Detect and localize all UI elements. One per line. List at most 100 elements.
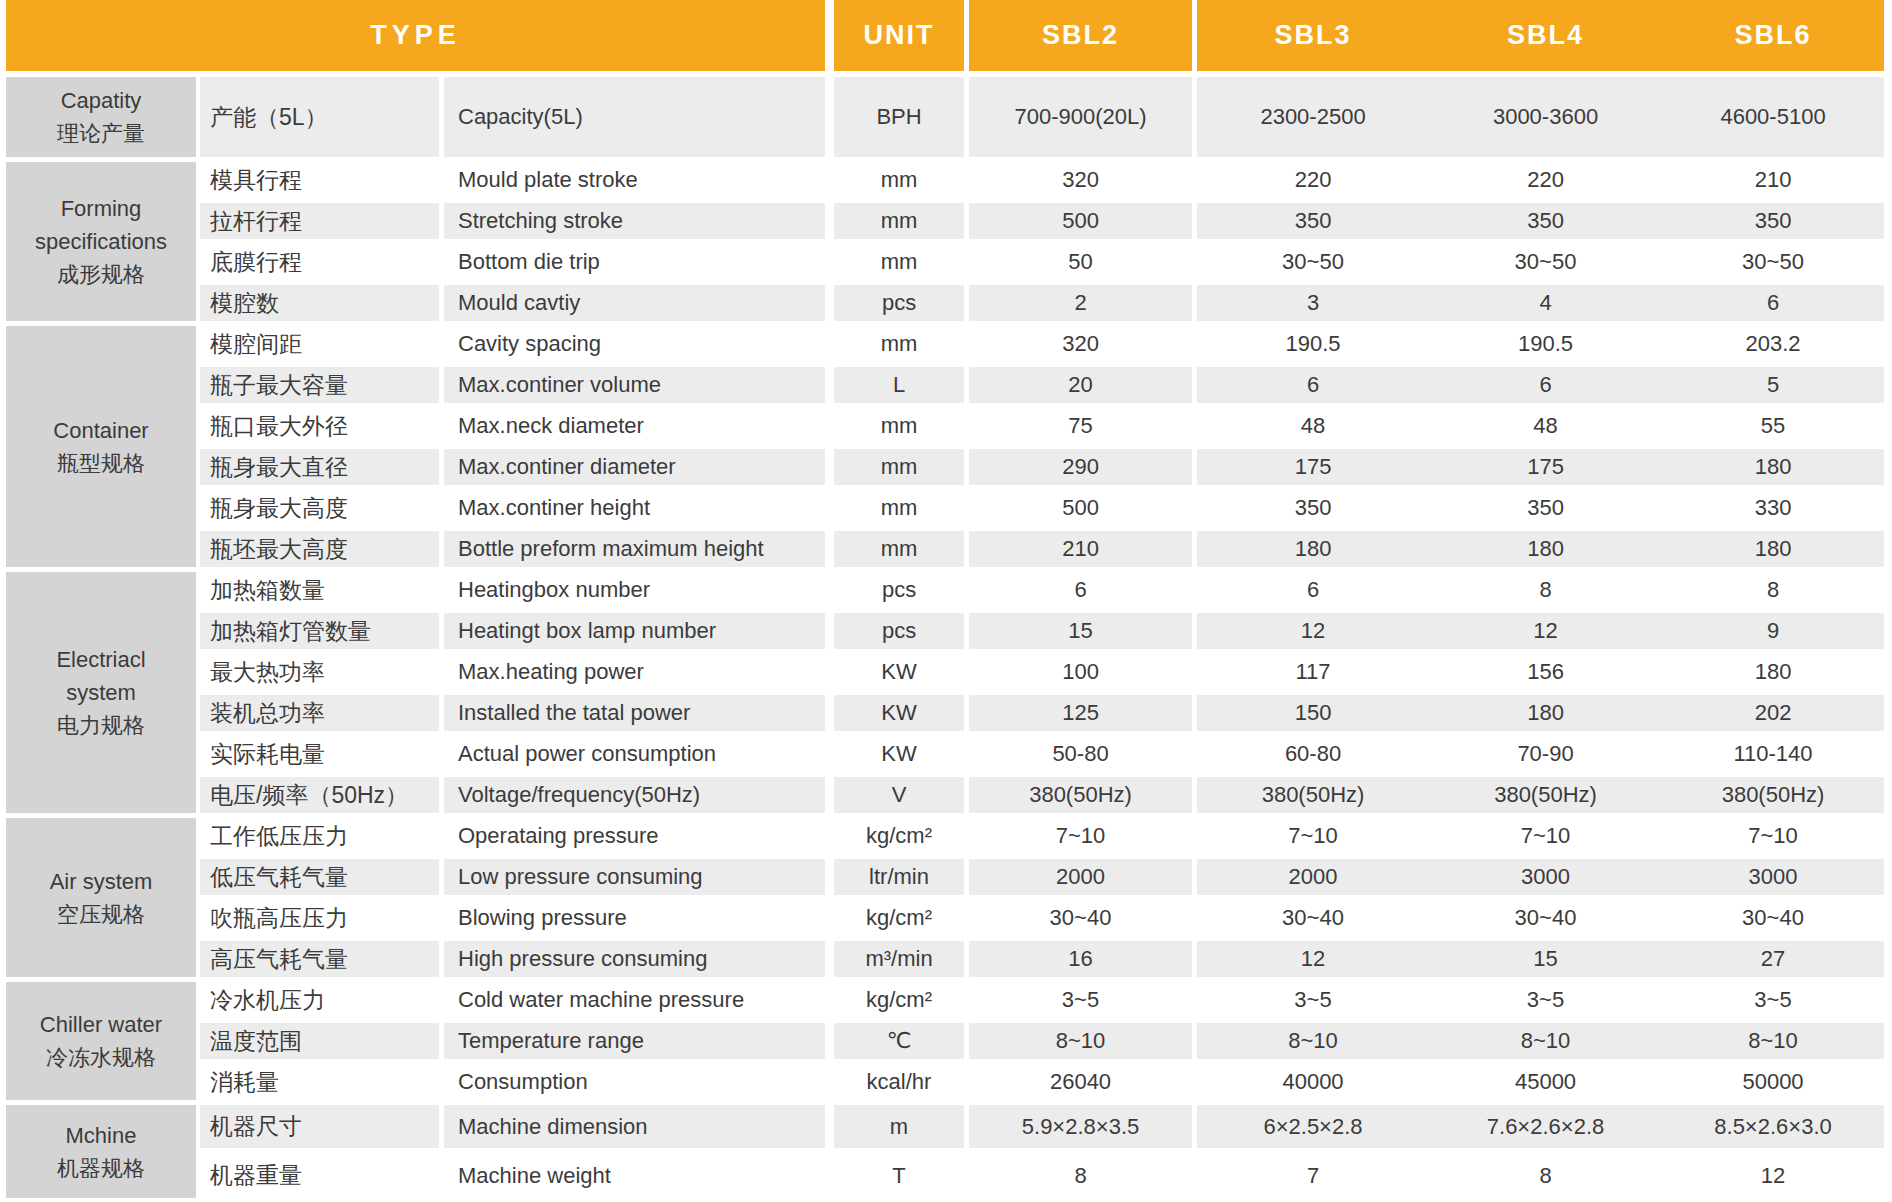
- value-cell-sbl2: 50-80: [969, 736, 1197, 777]
- unit-cell: V: [834, 777, 969, 818]
- table-row: 瓶坯最大高度Bottle preform maximum heightmm210…: [6, 531, 1884, 572]
- value-cell-sbl6: 330: [1662, 490, 1884, 531]
- english-label: Bottle preform maximum height: [444, 531, 834, 572]
- category-name-cn: 成形规格: [26, 258, 176, 291]
- table-row: 吹瓶高压压力Blowing pressurekg/cm²30~4030~4030…: [6, 900, 1884, 941]
- value-cell-sbl3: 6: [1197, 572, 1429, 613]
- category-name-cn: 冷冻水规格: [26, 1041, 176, 1074]
- value-cell-sbl6: 7~10: [1662, 818, 1884, 859]
- value-cell-sbl2: 2: [969, 285, 1197, 326]
- chinese-label: 高压气耗气量: [200, 941, 444, 982]
- english-label: Cold water machine pressure: [444, 982, 834, 1023]
- chinese-label: 底膜行程: [200, 244, 444, 285]
- chinese-label: 瓶身最大高度: [200, 490, 444, 531]
- unit-cell: mm: [834, 490, 969, 531]
- value-cell-sbl3: 380(50Hz): [1197, 777, 1429, 818]
- english-label: Blowing pressure: [444, 900, 834, 941]
- chinese-label: 机器尺寸: [200, 1105, 444, 1153]
- chinese-label: 产能（5L）: [200, 77, 444, 162]
- unit-cell: ℃: [834, 1023, 969, 1064]
- unit-cell: mm: [834, 203, 969, 244]
- table-row: 消耗量Consumptionkcal/hr2604040000450005000…: [6, 1064, 1884, 1105]
- chinese-label: 温度范围: [200, 1023, 444, 1064]
- table-row: 机器重量Machine weightT87812: [6, 1153, 1884, 1202]
- unit-cell: mm: [834, 326, 969, 367]
- table-row: 加热箱灯管数量Heatingt box lamp numberpcs151212…: [6, 613, 1884, 654]
- category-cell: Capatity理论产量: [6, 77, 200, 162]
- value-cell-sbl3: 350: [1197, 490, 1429, 531]
- value-cell-sbl4: 175: [1429, 449, 1662, 490]
- value-cell-sbl4: 30~50: [1429, 244, 1662, 285]
- value-cell-sbl6: 5: [1662, 367, 1884, 408]
- value-cell-sbl3: 2000: [1197, 859, 1429, 900]
- chinese-label: 模腔间距: [200, 326, 444, 367]
- value-cell-sbl2: 5.9×2.8×3.5: [969, 1105, 1197, 1153]
- unit-header: UNIT: [834, 0, 969, 77]
- unit-cell: mm: [834, 449, 969, 490]
- value-cell-sbl6: 8.5×2.6×3.0: [1662, 1105, 1884, 1153]
- value-cell-sbl2: 75: [969, 408, 1197, 449]
- value-cell-sbl4: 180: [1429, 531, 1662, 572]
- value-cell-sbl4: 7.6×2.6×2.8: [1429, 1105, 1662, 1153]
- table-row: Forming specifications成形规格模具行程Mould plat…: [6, 162, 1884, 203]
- chinese-label: 冷水机压力: [200, 982, 444, 1023]
- value-cell-sbl2: 20: [969, 367, 1197, 408]
- table-row: 装机总功率Installed the tatal powerKW12515018…: [6, 695, 1884, 736]
- unit-cell: mm: [834, 408, 969, 449]
- unit-cell: KW: [834, 654, 969, 695]
- chinese-label: 装机总功率: [200, 695, 444, 736]
- value-cell-sbl4: 30~40: [1429, 900, 1662, 941]
- chinese-label: 吹瓶高压压力: [200, 900, 444, 941]
- value-cell-sbl6: 210: [1662, 162, 1884, 203]
- value-cell-sbl6: 30~50: [1662, 244, 1884, 285]
- table-row: 实际耗电量Actual power consumptionKW50-8060-8…: [6, 736, 1884, 777]
- value-cell-sbl4: 180: [1429, 695, 1662, 736]
- chinese-label: 瓶子最大容量: [200, 367, 444, 408]
- english-label: Mould plate stroke: [444, 162, 834, 203]
- english-label: Mould cavtiy: [444, 285, 834, 326]
- english-label: Heatingt box lamp number: [444, 613, 834, 654]
- table-row: Container瓶型规格模腔间距Cavity spacingmm320190.…: [6, 326, 1884, 367]
- value-cell-sbl4: 350: [1429, 490, 1662, 531]
- unit-cell: pcs: [834, 613, 969, 654]
- category-name-en: Forming specifications: [26, 192, 176, 258]
- table-row: Mchine机器规格机器尺寸Machine dimensionm5.9×2.8×…: [6, 1105, 1884, 1153]
- value-cell-sbl6: 180: [1662, 449, 1884, 490]
- value-cell-sbl2: 320: [969, 162, 1197, 203]
- value-cell-sbl4: 3~5: [1429, 982, 1662, 1023]
- table-row: 温度范围Temperature range℃8~108~108~108~10: [6, 1023, 1884, 1064]
- table-row: 瓶子最大容量Max.continer volumeL20665: [6, 367, 1884, 408]
- category-cell: Chiller water冷冻水规格: [6, 982, 200, 1105]
- value-cell-sbl3: 2300-2500: [1197, 77, 1429, 162]
- english-label: Machine dimension: [444, 1105, 834, 1153]
- english-label: Consumption: [444, 1064, 834, 1105]
- unit-cell: pcs: [834, 285, 969, 326]
- chinese-label: 瓶身最大直径: [200, 449, 444, 490]
- value-cell-sbl3: 150: [1197, 695, 1429, 736]
- value-cell-sbl2: 8~10: [969, 1023, 1197, 1064]
- chinese-label: 加热箱数量: [200, 572, 444, 613]
- value-cell-sbl6: 27: [1662, 941, 1884, 982]
- value-cell-sbl4: 8: [1429, 572, 1662, 613]
- chinese-label: 消耗量: [200, 1064, 444, 1105]
- english-label: Max.continer height: [444, 490, 834, 531]
- value-cell-sbl6: 380(50Hz): [1662, 777, 1884, 818]
- value-cell-sbl3: 220: [1197, 162, 1429, 203]
- value-cell-sbl2: 100: [969, 654, 1197, 695]
- value-cell-sbl3: 350: [1197, 203, 1429, 244]
- category-name-en: Capatity: [26, 84, 176, 117]
- category-cell: Air system空压规格: [6, 818, 200, 982]
- value-cell-sbl2: 30~40: [969, 900, 1197, 941]
- value-cell-sbl6: 110-140: [1662, 736, 1884, 777]
- value-cell-sbl3: 48: [1197, 408, 1429, 449]
- english-label: Voltage/frequency(50Hz): [444, 777, 834, 818]
- value-cell-sbl6: 12: [1662, 1153, 1884, 1202]
- value-cell-sbl4: 8~10: [1429, 1023, 1662, 1064]
- value-cell-sbl3: 175: [1197, 449, 1429, 490]
- value-cell-sbl3: 30~50: [1197, 244, 1429, 285]
- english-label: Installed the tatal power: [444, 695, 834, 736]
- table-row: 底膜行程Bottom die tripmm5030~5030~5030~50: [6, 244, 1884, 285]
- value-cell-sbl2: 380(50Hz): [969, 777, 1197, 818]
- value-cell-sbl2: 125: [969, 695, 1197, 736]
- value-cell-sbl4: 3000: [1429, 859, 1662, 900]
